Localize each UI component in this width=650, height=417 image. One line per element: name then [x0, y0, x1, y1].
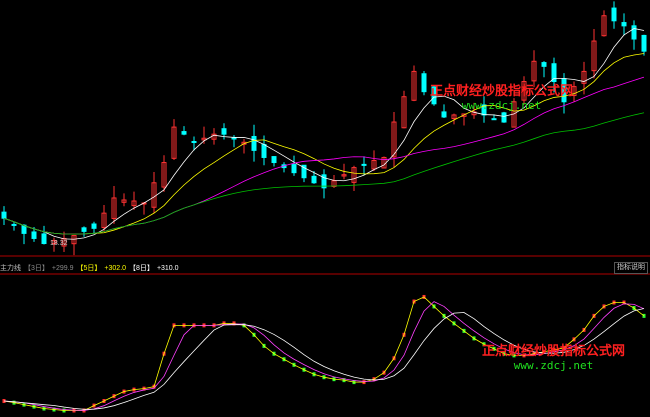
candle: [481, 104, 487, 116]
candle: [201, 137, 207, 141]
candle: [261, 144, 267, 158]
indicator-line: [3, 296, 645, 411]
legend-5-value: +302.0: [104, 264, 127, 272]
candle: [131, 200, 137, 207]
candle: [551, 63, 557, 83]
moving-average-line: [3, 28, 645, 240]
candle: [391, 121, 397, 158]
candle: [331, 180, 337, 187]
candle: [341, 174, 347, 177]
candle: [101, 212, 107, 229]
candle: [601, 15, 607, 37]
candle: [401, 96, 407, 129]
watermark-title: 正点财经炒股指标公式网: [482, 344, 626, 359]
candle: [631, 25, 637, 40]
candle: [321, 174, 327, 189]
candle: [571, 86, 577, 97]
candle: [371, 160, 377, 170]
candle: [591, 40, 597, 72]
indicator-line: [3, 301, 645, 411]
candle: [361, 163, 367, 166]
candle: [411, 70, 417, 101]
candle: [11, 223, 17, 226]
candle: [611, 7, 617, 22]
watermark-url: www.zdcj.net: [513, 359, 594, 372]
candle: [1, 211, 7, 219]
candle: [301, 164, 307, 179]
candle: [641, 34, 647, 52]
candle: [31, 231, 37, 239]
candle: [291, 164, 297, 174]
candle: [271, 156, 277, 164]
candle: [51, 239, 57, 245]
candle: [21, 224, 27, 234]
legend-3-value: +299.9: [51, 264, 74, 272]
candle: [451, 114, 457, 120]
legend-3-label: 【3日】: [24, 265, 49, 272]
candle: [251, 135, 257, 151]
legend-8-label: 【8日】: [129, 265, 154, 272]
candle: [421, 73, 427, 93]
candle: [41, 233, 47, 245]
candle: [581, 70, 587, 84]
watermark-title: 正点财经炒股指标公式网: [430, 84, 574, 99]
candle: [501, 112, 507, 123]
candle: [81, 227, 87, 232]
watermark-top: 正点财经炒股指标公式网 www.zdcj.net: [430, 80, 573, 112]
candle: [461, 113, 467, 117]
moving-average-line: [3, 112, 645, 235]
candle: [181, 131, 187, 135]
candle: [541, 62, 547, 67]
candle: [621, 22, 627, 27]
candle: [491, 118, 497, 121]
indicator-name: 主力线: [0, 265, 21, 272]
candle: [171, 126, 177, 159]
legend-5-label: 【5日】: [76, 265, 102, 272]
candle: [121, 199, 127, 203]
legend-8-value: +310.0: [156, 264, 179, 272]
candle: [351, 167, 357, 183]
watermark-bottom: 正点财经炒股指标公式网 www.zdcj.net: [482, 340, 625, 372]
moving-average-line: [3, 53, 645, 235]
candle: [441, 111, 447, 118]
candle: [231, 137, 237, 140]
low-price-label: 18.32: [50, 240, 68, 247]
indicator-legend: 主力线 【3日】 +299.9 【5日】 +302.0 【8日】 +310.0: [0, 262, 179, 274]
watermark-url: www.zdcj.net: [461, 99, 542, 112]
candle: [521, 81, 527, 101]
candle: [191, 141, 197, 144]
candle: [151, 182, 157, 208]
indicator-help-button[interactable]: 指标说明: [614, 262, 648, 274]
candle: [311, 175, 317, 184]
indicator-line: [3, 308, 645, 410]
candle: [431, 86, 437, 105]
candle: [221, 128, 227, 135]
candle: [531, 60, 537, 82]
candle: [91, 223, 97, 229]
candle: [111, 197, 117, 219]
candle: [161, 162, 167, 188]
